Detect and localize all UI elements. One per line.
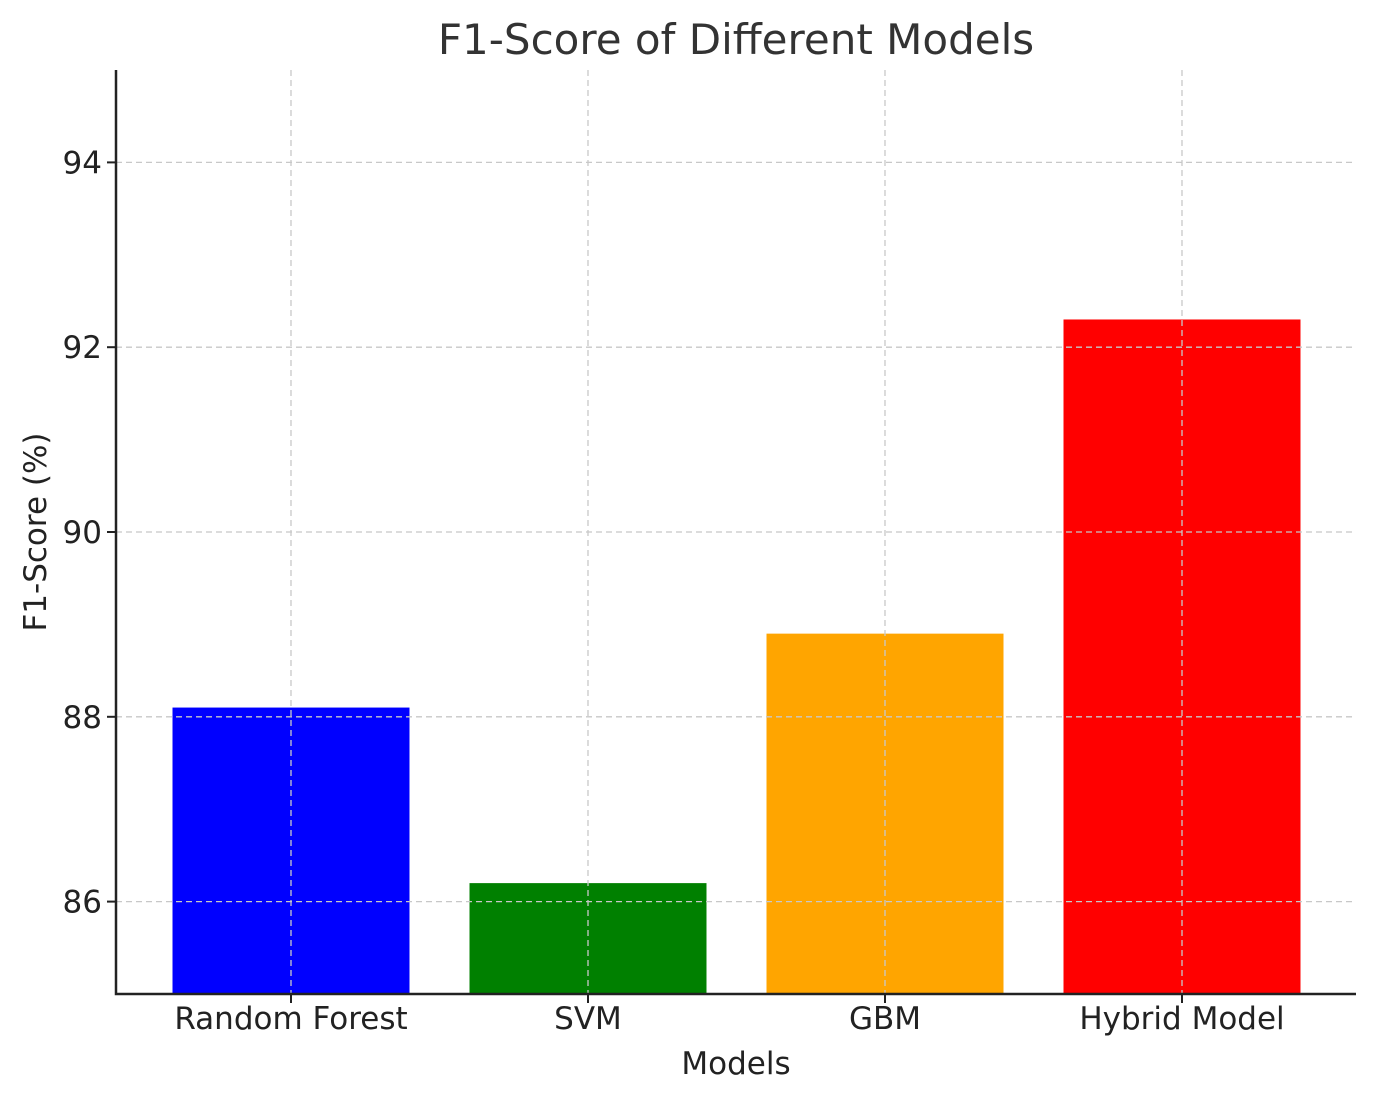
x-tick-label: Hybrid Model (1079, 1001, 1284, 1037)
x-tick-label: SVM (554, 1001, 622, 1037)
y-tick-label: 88 (63, 700, 102, 736)
grid-layer (116, 70, 1356, 994)
x-tick-label: GBM (849, 1001, 921, 1037)
y-axis-label: F1-Score (%) (18, 432, 54, 631)
bar-svm (469, 883, 707, 994)
axis-lines (114, 70, 1356, 996)
x-axis-label: Models (681, 1046, 790, 1082)
y-tick-label: 86 (63, 885, 102, 921)
y-tick-label: 92 (63, 330, 102, 366)
chart-title: F1-Score of Different Models (438, 15, 1034, 64)
ticks-layer: 86 88 90 92 94 Random Forest SVM GBM Hybrid Mode… (63, 145, 1285, 1037)
x-tick-label: Random Forest (174, 1001, 407, 1037)
bars-layer (172, 319, 1301, 995)
y-tick-label: 94 (63, 145, 102, 181)
axes-layer (114, 70, 1356, 996)
y-tick-label: 90 (63, 515, 102, 551)
